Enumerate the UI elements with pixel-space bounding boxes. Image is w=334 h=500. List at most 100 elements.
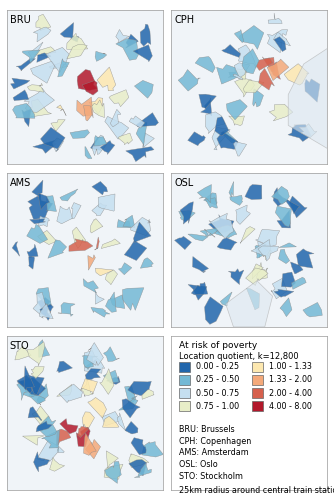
Text: BRU: BRU [10, 14, 30, 24]
Polygon shape [37, 53, 51, 62]
Polygon shape [272, 186, 289, 204]
Text: OSL: OSL [174, 178, 193, 188]
Polygon shape [134, 222, 151, 242]
Polygon shape [33, 452, 49, 472]
Polygon shape [91, 308, 110, 317]
Polygon shape [37, 416, 57, 437]
Polygon shape [128, 382, 151, 396]
Polygon shape [116, 38, 138, 60]
Polygon shape [284, 198, 300, 214]
Polygon shape [13, 104, 35, 118]
Polygon shape [228, 269, 244, 284]
Polygon shape [71, 202, 81, 219]
Polygon shape [101, 412, 121, 426]
Polygon shape [200, 227, 223, 236]
Polygon shape [95, 290, 104, 304]
Polygon shape [17, 382, 30, 400]
Polygon shape [258, 246, 272, 260]
Text: 4.00 - 8.00: 4.00 - 8.00 [270, 402, 312, 410]
Polygon shape [279, 250, 290, 264]
Text: Location quotient, k=12,800: Location quotient, k=12,800 [179, 352, 298, 360]
Polygon shape [38, 298, 50, 320]
Polygon shape [131, 438, 146, 454]
Polygon shape [269, 104, 293, 121]
Polygon shape [238, 45, 256, 68]
Polygon shape [273, 188, 289, 206]
Polygon shape [92, 100, 105, 117]
Polygon shape [46, 48, 71, 72]
Polygon shape [273, 32, 291, 46]
Polygon shape [192, 256, 208, 272]
Polygon shape [199, 94, 216, 108]
Text: 0.50 - 0.75: 0.50 - 0.75 [196, 388, 239, 398]
Polygon shape [90, 218, 103, 233]
Polygon shape [60, 418, 78, 434]
Polygon shape [70, 130, 90, 138]
Polygon shape [92, 182, 108, 195]
Polygon shape [95, 237, 99, 250]
Polygon shape [58, 58, 69, 77]
Polygon shape [188, 234, 208, 241]
Polygon shape [234, 78, 255, 97]
Polygon shape [230, 195, 242, 205]
Polygon shape [84, 106, 92, 121]
Polygon shape [204, 229, 215, 237]
Polygon shape [86, 440, 101, 459]
Polygon shape [110, 295, 125, 308]
Text: CPH: CPH [174, 14, 194, 24]
Polygon shape [94, 136, 107, 146]
Polygon shape [258, 246, 279, 261]
Polygon shape [136, 122, 147, 148]
Polygon shape [38, 216, 49, 226]
Polygon shape [24, 88, 54, 112]
Polygon shape [123, 215, 135, 228]
Polygon shape [36, 288, 51, 310]
Polygon shape [226, 281, 273, 327]
Polygon shape [291, 262, 303, 274]
Polygon shape [137, 112, 159, 126]
Polygon shape [72, 227, 86, 248]
Polygon shape [82, 412, 95, 430]
Polygon shape [234, 63, 249, 78]
Polygon shape [40, 304, 53, 317]
Polygon shape [56, 105, 66, 116]
Polygon shape [134, 464, 151, 477]
Polygon shape [110, 110, 121, 127]
Polygon shape [36, 14, 51, 30]
Polygon shape [221, 130, 238, 143]
Polygon shape [41, 430, 60, 452]
Polygon shape [82, 356, 98, 368]
Polygon shape [27, 99, 51, 117]
Polygon shape [256, 58, 273, 70]
Polygon shape [126, 146, 154, 162]
Polygon shape [205, 198, 217, 208]
Polygon shape [253, 89, 264, 107]
Polygon shape [245, 268, 268, 285]
Polygon shape [296, 249, 314, 268]
Polygon shape [180, 202, 193, 224]
Text: 0.25 - 0.50: 0.25 - 0.50 [196, 376, 239, 384]
Polygon shape [217, 238, 237, 250]
Polygon shape [277, 210, 291, 228]
Polygon shape [122, 398, 140, 418]
Polygon shape [274, 290, 294, 297]
FancyBboxPatch shape [179, 375, 190, 385]
Polygon shape [27, 224, 48, 244]
Polygon shape [105, 270, 118, 284]
Polygon shape [37, 384, 48, 405]
Polygon shape [104, 346, 119, 362]
Polygon shape [222, 44, 241, 58]
Polygon shape [105, 462, 121, 483]
Polygon shape [188, 284, 207, 300]
Polygon shape [77, 97, 93, 118]
Polygon shape [245, 184, 262, 200]
Polygon shape [28, 42, 43, 59]
Polygon shape [100, 368, 114, 394]
Text: 25km radius around central train stations: 25km radius around central train station… [179, 486, 334, 495]
Polygon shape [191, 282, 208, 295]
Polygon shape [243, 80, 264, 93]
Polygon shape [95, 268, 114, 276]
Polygon shape [228, 72, 247, 78]
Text: 1.33 - 2.00: 1.33 - 2.00 [270, 376, 312, 384]
Polygon shape [279, 243, 297, 248]
